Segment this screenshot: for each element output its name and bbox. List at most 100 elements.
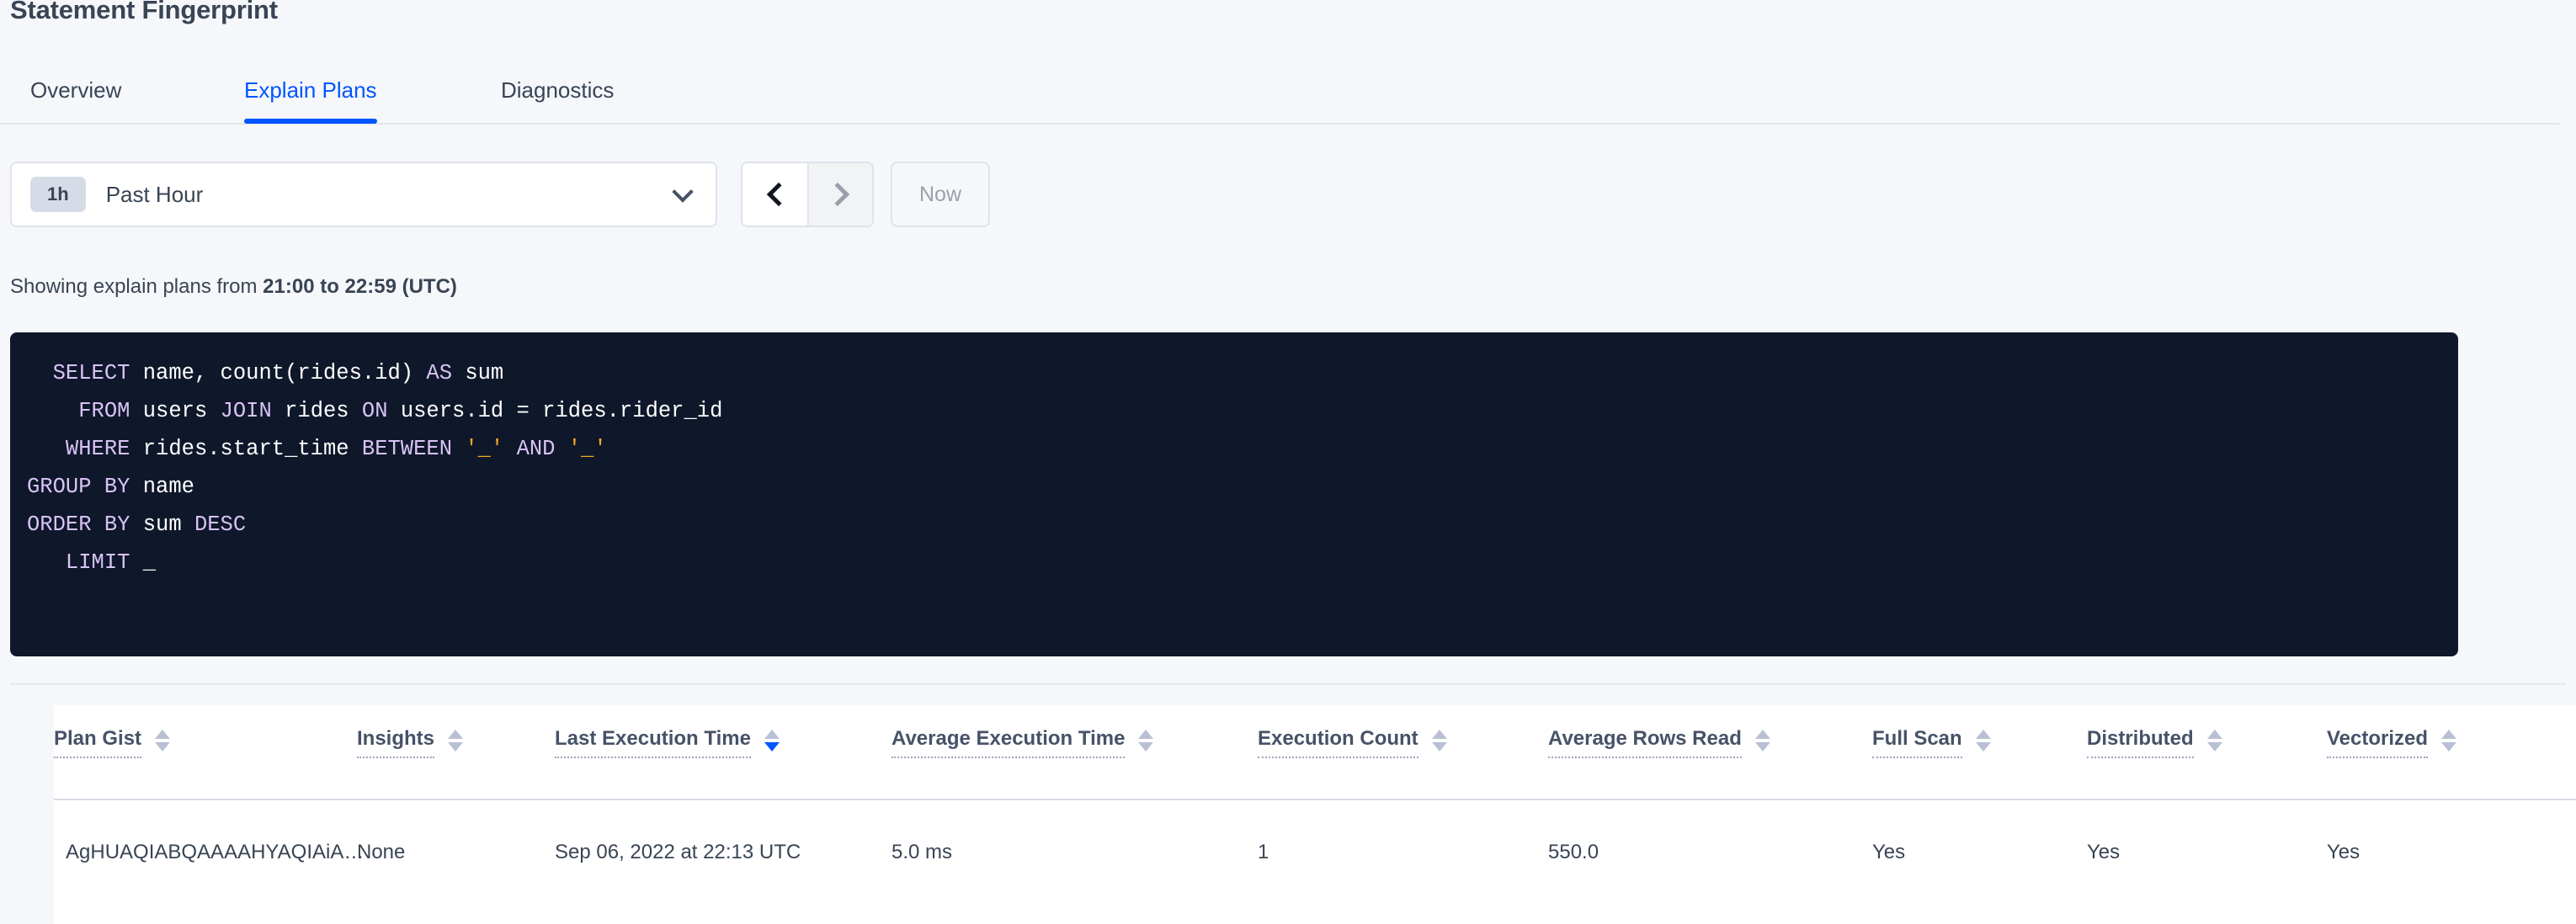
- table-cell: Yes: [2327, 799, 2576, 924]
- time-range-badge: 1h: [30, 177, 86, 212]
- next-time-button[interactable]: [807, 163, 872, 226]
- chevron-right-icon: [825, 182, 849, 207]
- column-header-average-execution-time[interactable]: Average Execution Time: [891, 705, 1258, 800]
- sort-ascending-icon[interactable]: [448, 730, 464, 739]
- column-header-vectorized[interactable]: Vectorized: [2327, 705, 2576, 800]
- sort-ascending-icon[interactable]: [2441, 730, 2457, 739]
- sql-token: ORDER BY: [27, 512, 130, 537]
- sql-token: users: [130, 399, 221, 423]
- table-cell: 1: [1258, 799, 1548, 924]
- column-header-label[interactable]: Last Execution Time: [555, 727, 751, 758]
- tab-overview[interactable]: Overview: [30, 77, 122, 103]
- sort-toggle-icon[interactable]: [155, 730, 171, 751]
- sort-descending-icon[interactable]: [1431, 742, 1447, 751]
- showing-range-text: Showing explain plans from 21:00 to 22:5…: [10, 275, 457, 299]
- sql-token: users.id = rides.rider_id: [387, 399, 723, 423]
- sql-token: '_': [465, 437, 504, 461]
- column-header-execution-count[interactable]: Execution Count: [1258, 705, 1548, 800]
- sql-token: WHERE: [65, 437, 130, 461]
- chevron-left-icon: [766, 182, 790, 207]
- sort-descending-icon[interactable]: [1754, 742, 1770, 751]
- column-header-last-execution-time[interactable]: Last Execution Time: [555, 705, 891, 800]
- sort-ascending-icon[interactable]: [764, 730, 780, 739]
- sort-descending-icon[interactable]: [2206, 742, 2222, 751]
- sort-ascending-icon[interactable]: [155, 730, 171, 739]
- sort-ascending-icon[interactable]: [1431, 730, 1447, 739]
- showing-prefix: Showing explain plans from: [10, 275, 263, 298]
- sort-toggle-icon[interactable]: [2206, 730, 2222, 751]
- tab-bar: Overview Explain Plans Diagnostics: [0, 66, 2559, 125]
- sort-descending-icon[interactable]: [155, 742, 171, 751]
- sort-toggle-icon[interactable]: [1431, 730, 1447, 751]
- sql-token: _: [130, 550, 157, 575]
- sql-token: [27, 437, 66, 461]
- time-range-label: Past Hour: [105, 181, 204, 207]
- sql-token: rides: [271, 399, 362, 423]
- column-header-label[interactable]: Average Execution Time: [891, 727, 1126, 758]
- sort-descending-icon[interactable]: [1975, 742, 1991, 751]
- sql-token: [452, 437, 465, 461]
- column-header-label[interactable]: Average Rows Read: [1548, 727, 1742, 758]
- column-header-distributed[interactable]: Distributed: [2087, 705, 2327, 800]
- sql-token: LIMIT: [65, 550, 130, 575]
- column-header-full-scan[interactable]: Full Scan: [1872, 705, 2087, 800]
- sql-token: name: [130, 475, 194, 499]
- sql-token: AND: [516, 437, 556, 461]
- sort-ascending-icon[interactable]: [1975, 730, 1991, 739]
- explain-plans-table-card: Plan Gist Insights Last Execution Time Aver…: [54, 705, 2576, 924]
- section-divider: [10, 683, 2566, 685]
- table-cell[interactable]: AgHUAQIABQAAAAHYAQIAiA…: [54, 799, 364, 924]
- table-cell: 5.0 ms: [891, 799, 1258, 924]
- now-button[interactable]: Now: [891, 162, 990, 227]
- sort-descending-icon[interactable]: [764, 742, 780, 751]
- sql-token: [27, 399, 78, 423]
- sort-descending-icon[interactable]: [1138, 742, 1154, 751]
- sort-toggle-icon[interactable]: [1754, 730, 1770, 751]
- column-header-average-rows-read[interactable]: Average Rows Read: [1548, 705, 1872, 800]
- sql-token: [27, 550, 66, 575]
- sql-query-block: SELECT name, count(rides.id) AS sum FROM…: [10, 332, 2458, 656]
- tab-explain-plans[interactable]: Explain Plans: [244, 77, 377, 124]
- table-body: AgHUAQIABQAAAAHYAQIAiA… None Sep 06, 2022 …: [54, 799, 2576, 924]
- sql-token: name, count(rides.id): [130, 361, 427, 385]
- time-nav-group: [741, 162, 874, 227]
- sql-token: SELECT: [52, 361, 130, 385]
- column-header-label[interactable]: Vectorized: [2327, 727, 2429, 758]
- sort-toggle-icon[interactable]: [764, 730, 780, 751]
- sort-descending-icon[interactable]: [2441, 742, 2457, 751]
- table-cell: Sep 06, 2022 at 22:13 UTC: [555, 799, 891, 924]
- time-range-select[interactable]: 1h Past Hour: [10, 162, 717, 227]
- sort-ascending-icon[interactable]: [1138, 730, 1154, 739]
- table-row[interactable]: AgHUAQIABQAAAAHYAQIAiA… None Sep 06, 2022 …: [54, 799, 2576, 924]
- sql-token: GROUP BY: [27, 475, 130, 499]
- column-header-label[interactable]: Distributed: [2087, 727, 2194, 758]
- sort-descending-icon[interactable]: [448, 742, 464, 751]
- sort-toggle-icon[interactable]: [1975, 730, 1991, 751]
- column-header-label[interactable]: Execution Count: [1258, 727, 1418, 758]
- showing-range: 21:00 to 22:59 (UTC): [263, 275, 457, 298]
- sort-ascending-icon[interactable]: [2206, 730, 2222, 739]
- column-header-label[interactable]: Plan Gist: [54, 727, 142, 758]
- sort-toggle-icon[interactable]: [1138, 730, 1154, 751]
- sql-query-text: SELECT name, count(rides.id) AS sum FROM…: [10, 354, 2458, 581]
- sort-toggle-icon[interactable]: [448, 730, 464, 751]
- column-header-label[interactable]: Insights: [357, 727, 435, 758]
- sort-ascending-icon[interactable]: [1754, 730, 1770, 739]
- sql-token: FROM: [78, 399, 130, 423]
- tab-diagnostics[interactable]: Diagnostics: [501, 77, 615, 103]
- table-cell: Yes: [1872, 799, 2087, 924]
- column-header-insights[interactable]: Insights: [357, 705, 555, 800]
- sql-token: sum: [130, 512, 194, 537]
- sort-toggle-icon[interactable]: [2441, 730, 2457, 751]
- table-cell: 550.0: [1548, 799, 1872, 924]
- column-header-label[interactable]: Full Scan: [1872, 727, 1962, 758]
- table-cell: Yes: [2087, 799, 2327, 924]
- sql-token: '_': [567, 437, 607, 461]
- sql-token: BETWEEN: [361, 437, 453, 461]
- sql-token: rides.start_time: [130, 437, 362, 461]
- previous-time-button[interactable]: [742, 163, 807, 226]
- sql-token: sum: [452, 361, 504, 385]
- sql-token: DESC: [194, 512, 247, 537]
- column-header-plan-gist[interactable]: Plan Gist: [54, 705, 357, 800]
